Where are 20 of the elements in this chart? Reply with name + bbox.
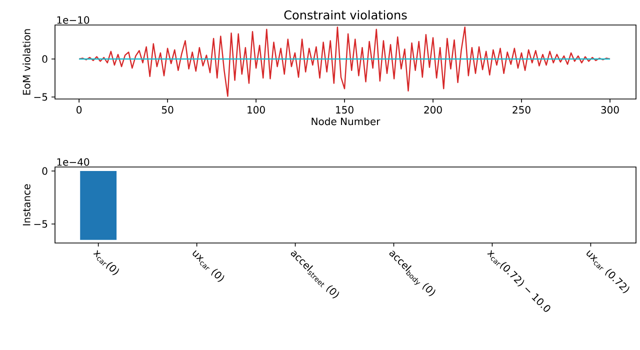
x-tick-label: 0 [76,106,82,114]
text: 1e−10 [57,16,90,24]
x-axis-title: Node Number [312,117,380,126]
x-tick-label: 100 [248,106,265,114]
y-axis-title: Instance [22,184,30,226]
x-tick-label: ux$_{car}$ (0) [192,250,224,282]
x-tick-label: 200 [424,106,442,114]
x-tick-label: x$_{car}$(0) [93,250,120,276]
chart-title: Constraint violations [284,10,407,20]
x-tick-label: 250 [512,106,530,114]
y-tick-label: −5 [34,93,48,101]
y-axis-title: EoM violation [22,29,30,95]
line-series [78,26,611,97]
y-tick-label: 0 [42,167,48,175]
text: 1e−40 [57,158,90,166]
x-tick-label: 150 [336,106,354,114]
x-tick-label: 300 [601,106,619,114]
y-tick-label: −5 [34,220,48,228]
y-tick-label: 0 [42,55,48,63]
x-tick-label: 50 [162,106,174,114]
